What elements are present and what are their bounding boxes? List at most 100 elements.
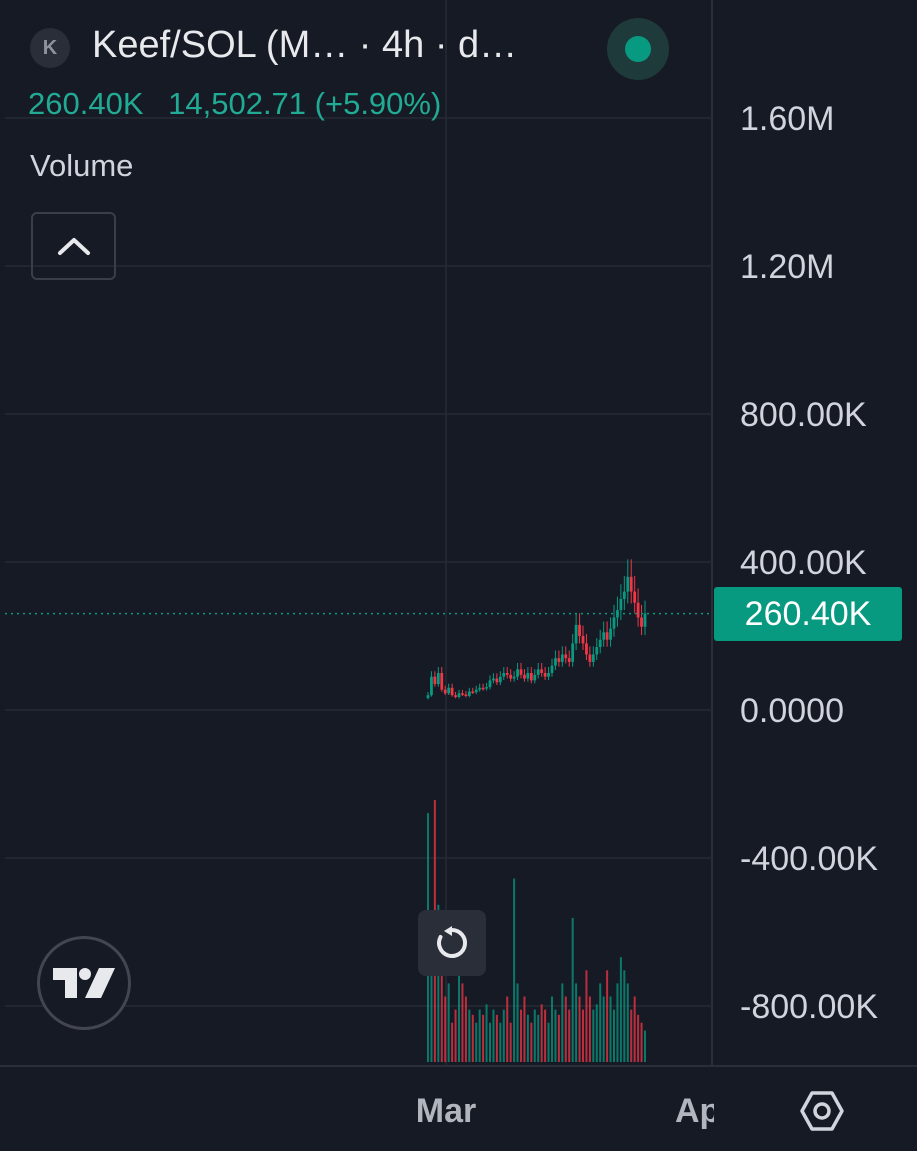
volume-bar [582, 1009, 584, 1062]
reset-chart-button[interactable] [418, 910, 486, 976]
volume-bar [447, 983, 450, 1062]
candle-body [550, 665, 554, 673]
candle-body [554, 658, 557, 666]
time-axis[interactable]: Mar Ap [416, 1092, 721, 1130]
volume-bar [444, 996, 447, 1062]
candle-body [581, 636, 585, 644]
volume-bar [526, 1014, 529, 1062]
candle-body [512, 676, 516, 679]
candle-body [578, 624, 581, 636]
settings-button[interactable] [796, 1085, 848, 1137]
volume-bar [606, 970, 609, 1062]
candle-body [633, 591, 637, 603]
legend-last-value: 260.40K [28, 86, 144, 121]
volume-bar [509, 1022, 512, 1062]
volume-bar [616, 983, 619, 1062]
candle-body [447, 687, 451, 694]
candle-body [626, 576, 630, 592]
volume-bar [623, 970, 626, 1062]
volume-bar [630, 1009, 633, 1062]
candle-body [492, 678, 495, 681]
x-tick-label: Ap [675, 1092, 720, 1130]
candle-body [557, 658, 561, 662]
volume-bar [564, 996, 567, 1062]
symbol-title[interactable]: Keef/SOL (M… · 4h · d… [92, 24, 518, 66]
volume-bar [592, 1009, 595, 1062]
candle-body [464, 694, 468, 696]
candle-body [440, 673, 444, 690]
tradingview-logo[interactable] [37, 936, 131, 1030]
candle-body [516, 669, 519, 677]
volume-bar [599, 983, 602, 1062]
volume-bar [464, 996, 467, 1062]
candle-body [471, 691, 475, 693]
candle-body [505, 673, 509, 675]
candle-body [485, 687, 488, 689]
volume-bar [451, 1022, 454, 1062]
candle-body [543, 673, 547, 677]
volume-bar [533, 1009, 536, 1062]
volume-bar [595, 1004, 598, 1062]
volume-bar [506, 996, 509, 1062]
volume-bar [640, 1022, 643, 1062]
volume-bar [437, 904, 440, 1062]
volume-bar [489, 1022, 491, 1062]
y-tick-label: 1.20M [740, 248, 835, 286]
volume-bar [609, 996, 612, 1062]
candle-body [461, 693, 464, 695]
volume-bar [478, 1009, 481, 1062]
y-tick-label: 0.0000 [740, 692, 844, 730]
candle-body [443, 689, 447, 694]
volume-bar [520, 1009, 522, 1062]
volume-bar [430, 957, 433, 1062]
volume-bar [554, 1009, 557, 1062]
volume-bar [468, 1009, 471, 1062]
volume-bar [458, 970, 460, 1062]
volume-bar [537, 1014, 540, 1062]
candle-body [636, 602, 640, 618]
status-dot-icon [625, 36, 651, 62]
volume-bar [502, 1009, 505, 1062]
candle-body [536, 669, 540, 675]
candle-body [560, 654, 564, 662]
market-status-indicator[interactable] [607, 18, 669, 80]
legend-values: 260.40K 14,502.71 (+5.90%) [28, 86, 457, 122]
volume-bar [471, 1014, 474, 1062]
volume-bar [544, 1009, 547, 1062]
candle-body [619, 599, 623, 611]
indicator-label[interactable]: Volume [30, 148, 134, 183]
candle-body [547, 673, 550, 677]
volume-bar [571, 917, 574, 1062]
candle-body [585, 643, 588, 655]
volume-bar [578, 996, 581, 1062]
volume-bar [626, 983, 629, 1062]
candle-body [523, 674, 526, 679]
volume-bar [461, 983, 464, 1062]
candle-body [481, 687, 485, 690]
volume-bar [482, 1014, 485, 1062]
candle-body [474, 689, 478, 693]
candle-body [602, 632, 606, 640]
y-tick-label: 800.00K [740, 396, 867, 434]
candle-body [605, 632, 609, 640]
price-axis[interactable]: 1.60M 1.20M 800.00K 400.00K 0.0000 -400.00K -8… [740, 100, 878, 1026]
volume-bar [523, 996, 526, 1062]
volume-bar [568, 1009, 571, 1062]
volume-bar [588, 996, 591, 1062]
candle-body [612, 617, 616, 629]
candle-body [467, 691, 471, 696]
collapse-legend-button[interactable] [31, 212, 116, 280]
candle-body [509, 674, 513, 679]
volume-bar [561, 983, 564, 1062]
candle-body [609, 628, 612, 640]
volume-bar [637, 1014, 640, 1062]
symbol-avatar[interactable]: K [30, 28, 70, 68]
candle-body [529, 673, 533, 681]
chevron-up-icon [57, 238, 90, 255]
candle-body [498, 676, 502, 683]
volume-bar [619, 957, 622, 1062]
candle-body [457, 693, 461, 698]
volume-bar [513, 878, 516, 1062]
y-tick-label: 1.60M [740, 100, 835, 138]
